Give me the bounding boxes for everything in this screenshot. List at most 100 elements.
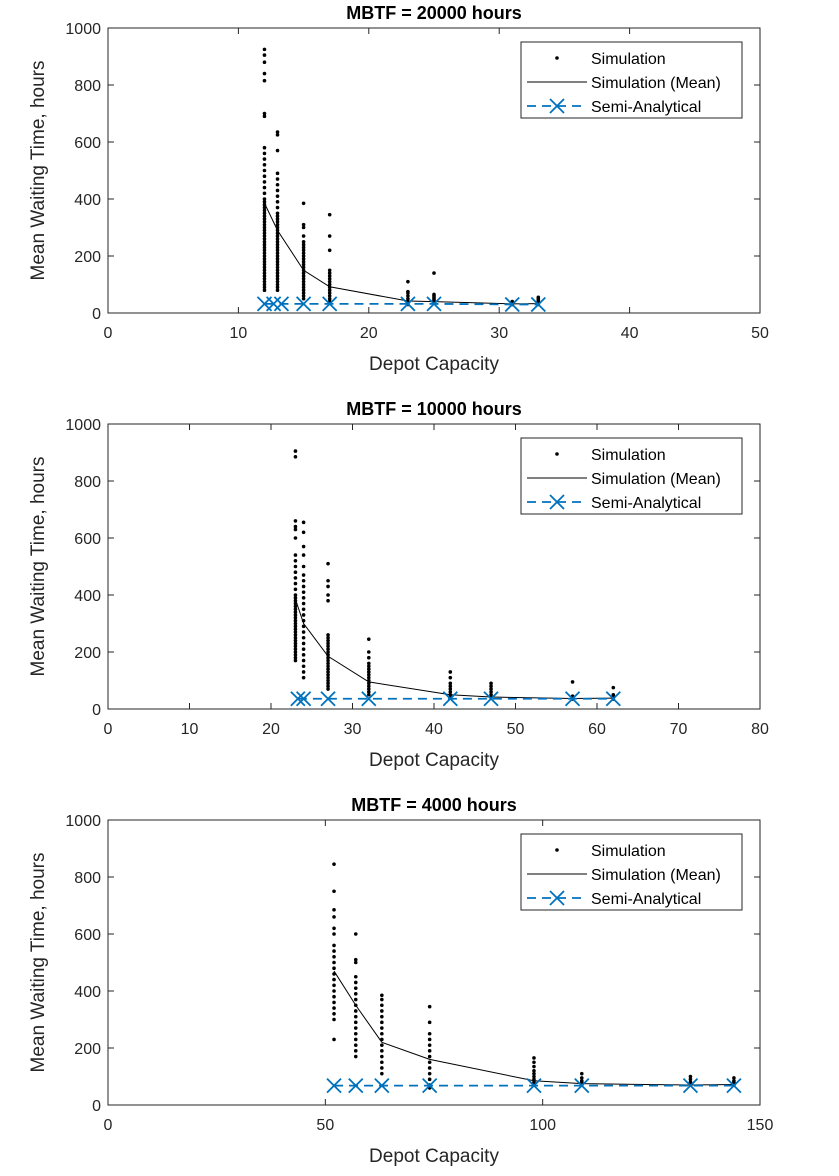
simulation-point — [332, 977, 336, 982]
simulation-point — [262, 168, 267, 173]
simulation-point — [427, 1077, 432, 1082]
simulation-point — [275, 277, 280, 281]
simulation-point — [301, 664, 306, 669]
semi-analytical-marker — [361, 691, 377, 707]
simulation-point — [448, 670, 453, 674]
simulation-point — [293, 641, 298, 646]
y-tick-label: 0 — [92, 1098, 101, 1115]
simulation-point — [448, 675, 453, 680]
simulation-point — [262, 151, 267, 156]
y-axis-label: Mean Waiting Time, hours — [28, 61, 49, 281]
simulation-point — [579, 1076, 584, 1080]
simulation-point — [380, 1003, 384, 1008]
simulation-point — [301, 239, 306, 244]
simulation-point — [293, 593, 298, 597]
semi-analytical-marker-stroke-b — [295, 691, 312, 707]
legend-x-marker-icon-stroke-b — [549, 494, 565, 510]
simulation-point — [380, 1031, 384, 1036]
simulation-point — [293, 638, 298, 643]
simulation-point — [301, 607, 306, 612]
simulation-point — [262, 214, 267, 218]
simulation-point — [301, 285, 306, 290]
semi-analytical-marker — [273, 296, 290, 312]
semi-analytical-marker-stroke-b — [361, 691, 377, 707]
simulation-point — [275, 171, 280, 176]
y-tick-label: 0 — [92, 702, 101, 719]
simulation-point — [262, 180, 267, 184]
simulation-point — [301, 242, 306, 247]
simulation-point — [332, 1000, 336, 1005]
simulation-point — [353, 1014, 358, 1019]
simulation-point — [262, 257, 267, 261]
simulation-point — [367, 675, 371, 680]
simulation-point — [427, 1060, 432, 1065]
simulation-point — [275, 234, 280, 238]
y-axis-label: Mean Waiting Time, hours — [28, 853, 49, 1073]
x-tick-label: 30 — [344, 721, 362, 738]
simulation-point — [353, 1009, 358, 1013]
simulation-point — [367, 673, 371, 677]
x-tick-label: 10 — [230, 325, 248, 342]
simulation-point — [327, 234, 332, 238]
simulation-point — [262, 231, 267, 235]
simulation-point — [275, 245, 280, 250]
semi-analytical-marker — [348, 1077, 364, 1094]
x-tick-label: 20 — [360, 325, 378, 342]
simulation-point — [332, 955, 336, 959]
simulation-point — [532, 1069, 536, 1073]
semi-analytical-marker-stroke-b — [320, 691, 336, 707]
legend-dot-icon — [555, 452, 559, 456]
simulation-point — [332, 889, 336, 894]
simulation-point — [301, 653, 306, 657]
y-axis-label: Mean Waiting Time, hours — [28, 457, 49, 677]
semi-analytical-marker-stroke-b — [605, 691, 621, 707]
simulation-point — [380, 1020, 384, 1025]
simulation-point — [262, 239, 267, 244]
legend-entry-label: Simulation (Mean) — [591, 471, 721, 488]
simulation-point — [301, 271, 306, 275]
simulation-point — [275, 288, 280, 293]
simulation-point — [293, 624, 298, 629]
simulation-point — [367, 687, 371, 691]
simulation-point — [301, 222, 306, 227]
simulation-point — [380, 1066, 384, 1070]
simulation-point — [301, 553, 306, 557]
semi-analytical-marker — [682, 1077, 699, 1094]
simulation-point — [301, 262, 306, 267]
simulation-point — [262, 228, 267, 233]
simulation-point — [275, 194, 280, 198]
semi-analytical-marker-stroke-b — [400, 296, 416, 312]
simulation-point — [427, 1066, 432, 1070]
simulation-point — [332, 966, 336, 970]
simulation-point — [262, 242, 267, 247]
simulation-point — [380, 1049, 384, 1053]
semi-analytical-marker — [574, 1077, 590, 1094]
simulation-point — [367, 670, 371, 674]
simulation-point — [262, 174, 267, 178]
simulation-point — [262, 251, 267, 255]
simulation-point — [293, 621, 298, 626]
simulation-point — [262, 279, 267, 284]
simulation-point — [326, 638, 330, 643]
x-axis-label: Depot Capacity — [369, 354, 499, 375]
simulation-point — [432, 271, 436, 275]
simulation-point — [293, 564, 298, 569]
simulation-point — [489, 690, 493, 694]
axes-box — [107, 423, 761, 710]
simulation-point — [293, 658, 298, 663]
simulation-point — [448, 687, 453, 691]
simulation-point — [332, 983, 336, 988]
simulation-points — [262, 47, 541, 307]
simulation-point — [262, 248, 267, 253]
simulation-point — [326, 650, 330, 654]
x-tick-label: 50 — [316, 1117, 334, 1134]
simulation-point — [293, 449, 298, 453]
simulation-point — [293, 627, 298, 631]
x-tick-label: 0 — [104, 721, 113, 738]
semi-analytical-marker-stroke-b — [526, 1077, 542, 1094]
simulation-point — [293, 653, 298, 657]
y-tick-label: 200 — [74, 1041, 101, 1058]
simulation-point — [301, 675, 306, 680]
simulation-point — [301, 279, 306, 284]
simulation-point — [367, 690, 371, 694]
